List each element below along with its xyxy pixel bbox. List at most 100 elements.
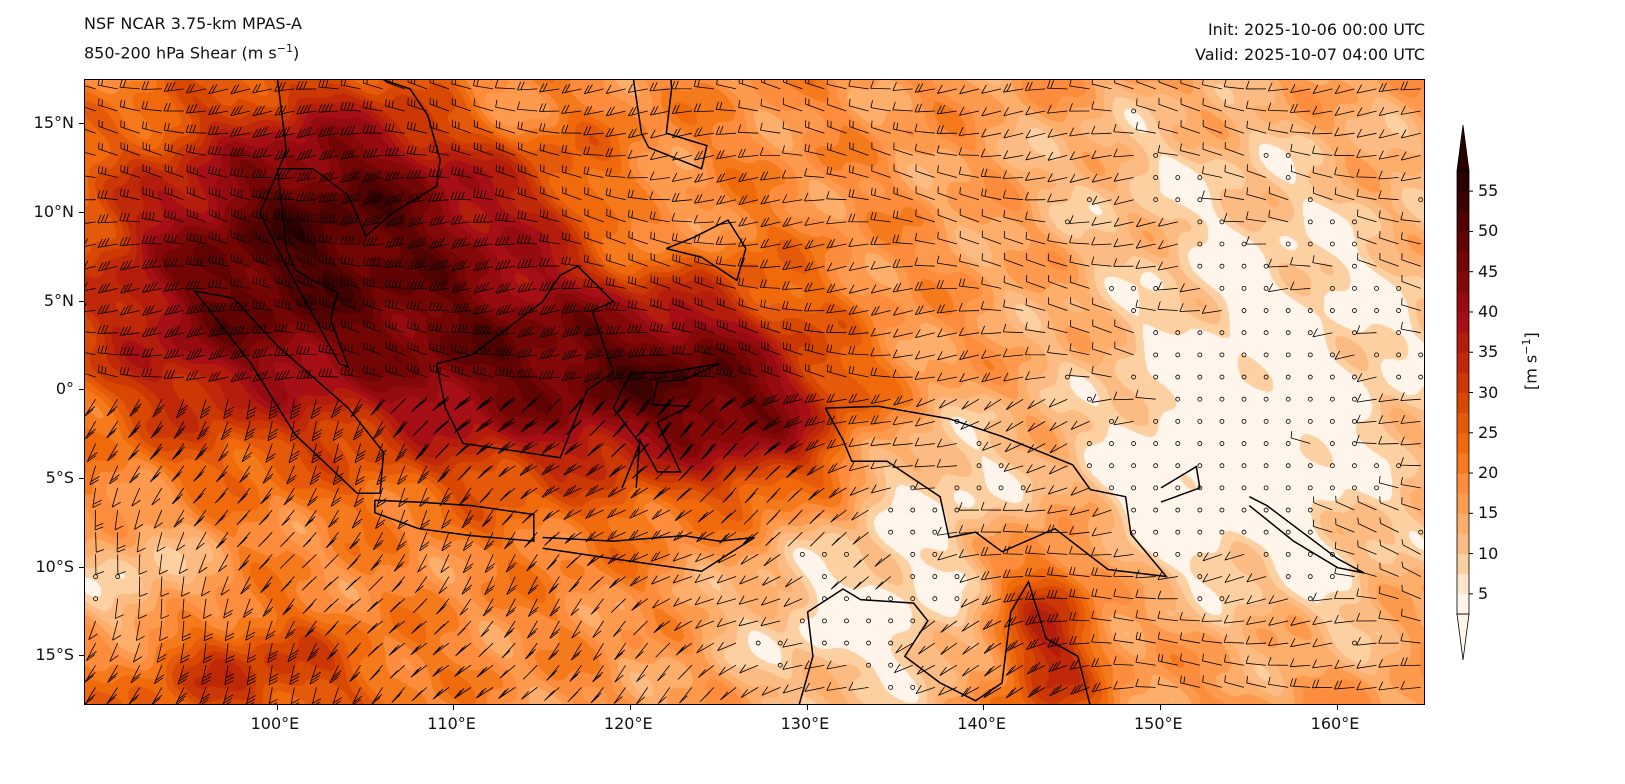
wind-barb [119, 366, 140, 378]
wind-barb [1289, 123, 1311, 134]
wind-barb [936, 255, 957, 267]
wind-barb [875, 576, 891, 590]
wind-barb [384, 123, 405, 134]
wind-barb [1157, 590, 1178, 600]
wind-barb [1268, 595, 1289, 605]
wind-barb [561, 370, 582, 382]
wind-barb [274, 370, 295, 381]
wind-barb [738, 277, 759, 289]
wind-barb [1005, 398, 1024, 411]
calm-circle [1329, 485, 1335, 491]
wind-barb [432, 642, 450, 656]
wind-barb [1114, 341, 1134, 356]
wind-barb [376, 487, 387, 508]
wind-barb [1069, 80, 1090, 90]
wind-barb [476, 442, 494, 456]
wind-barb [1267, 656, 1289, 666]
wind-barb [1179, 303, 1200, 312]
wind-barb [1158, 80, 1178, 90]
wind-barb [1069, 215, 1090, 224]
wind-barb [473, 365, 494, 378]
wind-barb [340, 214, 361, 225]
calm-circle [1219, 285, 1225, 291]
wind-barb [173, 509, 185, 528]
calm-circle [1153, 330, 1159, 336]
wind-barb [980, 501, 1002, 511]
wind-barb [186, 164, 207, 178]
wind-barb [398, 487, 409, 508]
calm-circle [1396, 330, 1402, 336]
colorbar-tick-label: 30 [1478, 382, 1499, 402]
lat-tick-mark [79, 478, 84, 479]
wind-barb [893, 142, 913, 156]
wind-barb [197, 421, 210, 440]
wind-barb [363, 341, 383, 356]
wind-barb [678, 398, 694, 415]
wind-barb [208, 104, 229, 116]
wind-barb [85, 665, 96, 683]
wind-barb [1356, 128, 1377, 138]
wind-barb [870, 394, 891, 405]
wind-barb [1289, 103, 1311, 113]
wind-barb [804, 239, 825, 250]
wind-barb [198, 554, 208, 574]
wind-barb [106, 421, 119, 439]
wind-barb [738, 319, 759, 334]
wind-barb [1069, 275, 1090, 289]
wind-barb [871, 142, 891, 156]
wind-barb [454, 664, 472, 677]
wind-barb [98, 119, 118, 134]
wind-barb [1024, 567, 1046, 577]
wind-barb [914, 458, 935, 468]
wind-barb [719, 396, 737, 412]
wind-barb [252, 300, 273, 311]
calm-circle [1396, 285, 1402, 291]
calm-circle [1352, 463, 1357, 469]
wind-barb [95, 532, 105, 553]
wind-barb [1069, 525, 1090, 535]
wind-barb [671, 104, 692, 115]
wind-barb [319, 275, 339, 289]
wind-barb [892, 459, 913, 468]
calm-circle [1241, 308, 1247, 313]
lon-tick-label: 160°E [1310, 714, 1360, 733]
wind-barb [649, 105, 670, 116]
wind-barb [958, 278, 980, 289]
wind-barb [782, 239, 803, 250]
calm-circle [1307, 485, 1313, 491]
wind-barb [370, 398, 386, 416]
wind-barb [1069, 660, 1090, 670]
wind-barb [97, 324, 118, 334]
calm-circle [1241, 418, 1247, 424]
wind-barb [340, 148, 361, 160]
wind-barb [826, 166, 847, 178]
wind-barb [870, 80, 891, 90]
wind-barb [340, 170, 361, 183]
lat-tick-mark [79, 566, 84, 568]
wind-barb [584, 231, 604, 245]
wind-barb [635, 421, 651, 438]
wind-barb [163, 258, 184, 267]
wind-barb [186, 348, 207, 361]
wind-barb [229, 325, 251, 336]
wind-barb [804, 80, 825, 90]
calm-circle [1087, 441, 1092, 446]
wind-barb [760, 596, 781, 606]
calm-circle [1329, 396, 1335, 402]
colorbar-bin [1457, 311, 1469, 333]
wind-barb [429, 342, 450, 356]
wind-barb [340, 80, 361, 90]
calm-circle [1329, 418, 1335, 424]
wind-barb [1201, 304, 1222, 314]
wind-barb [496, 142, 516, 156]
wind-barb [318, 254, 339, 267]
wind-barb [804, 192, 825, 202]
wind-barb [516, 101, 538, 112]
wind-barb [1356, 414, 1377, 424]
wind-barb [980, 168, 1002, 178]
wind-barb [1246, 595, 1267, 605]
wind-barb [353, 487, 365, 508]
calm-circle [1263, 441, 1269, 446]
wind-barb [1091, 150, 1112, 160]
wind-barb [450, 214, 472, 225]
